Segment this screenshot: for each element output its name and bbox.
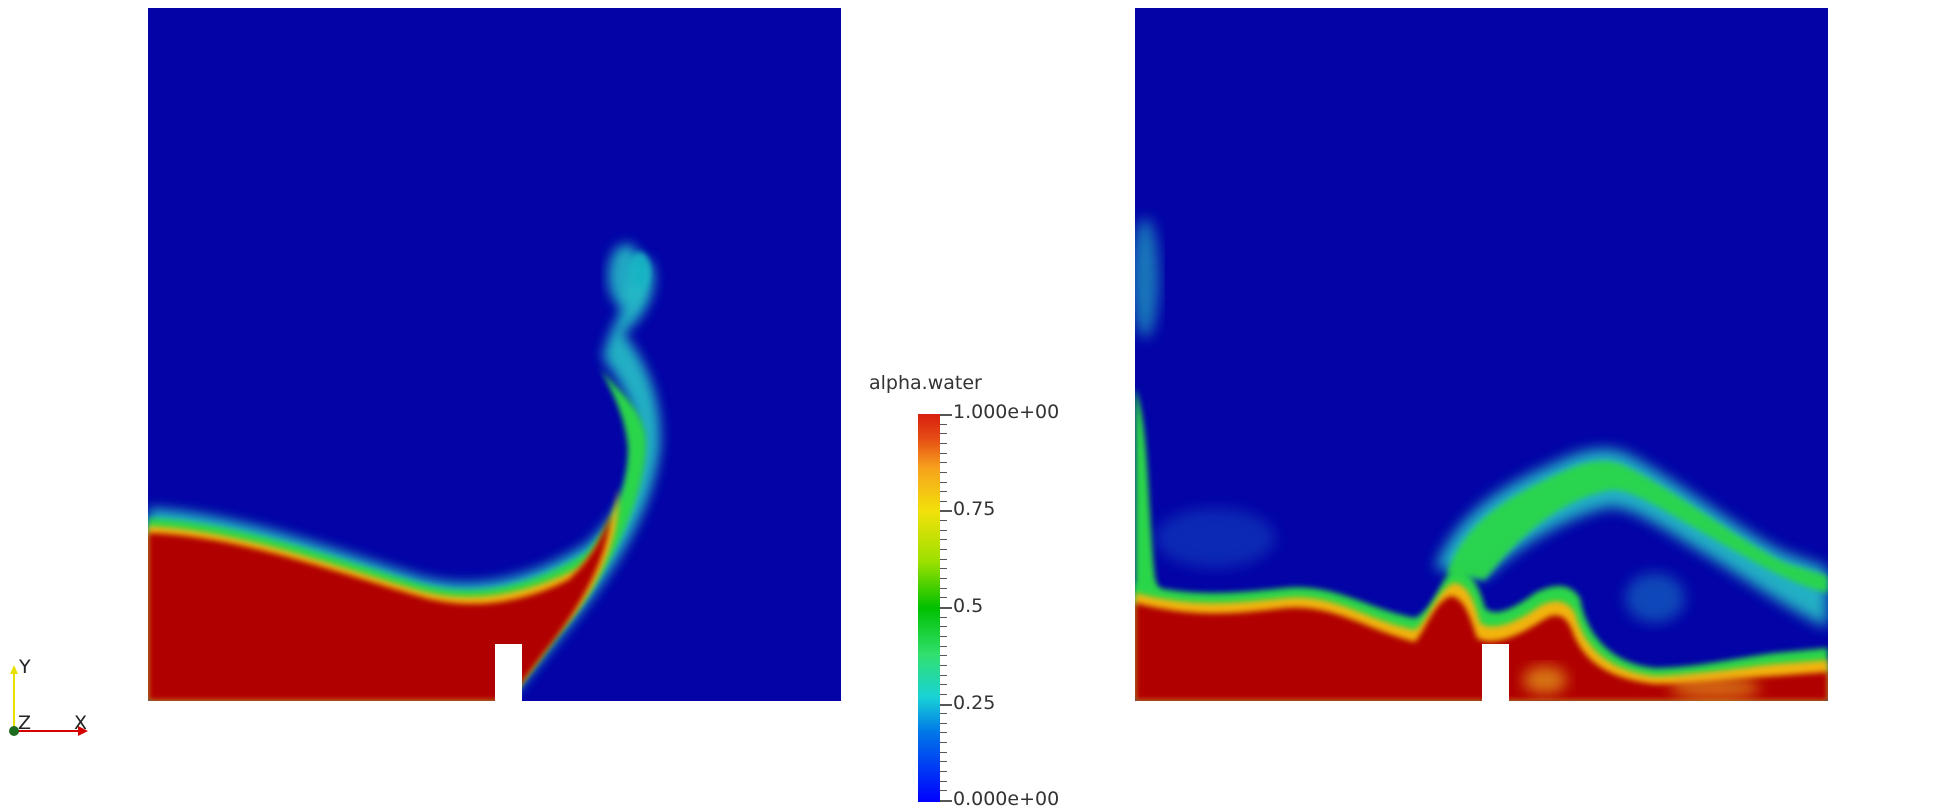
colorbar-minor-tick xyxy=(940,635,947,637)
colorbar-minor-tick xyxy=(940,664,947,666)
colorbar-minor-tick xyxy=(940,423,947,425)
colorbar-minor-tick xyxy=(940,693,947,695)
obstacle-left xyxy=(495,644,522,701)
tick-0-5 xyxy=(940,607,952,609)
colorbar-minor-tick xyxy=(940,578,947,580)
colorbar-minor-tick xyxy=(940,713,947,715)
colorbar-minor-tick xyxy=(940,645,947,647)
tick-label-0-5: 0.5 xyxy=(953,595,984,617)
tick-label-0-25: 0.25 xyxy=(953,692,996,714)
colorbar-minor-tick xyxy=(940,471,947,473)
colorbar-minor-tick xyxy=(940,491,947,493)
colorbar-minor-tick xyxy=(940,481,947,483)
colorbar-minor-tick xyxy=(940,558,947,560)
colorbar-minor-tick xyxy=(940,684,947,686)
colorbar-minor-tick xyxy=(940,587,947,589)
colorbar-minor-tick xyxy=(940,549,947,551)
render-view-right[interactable] xyxy=(1135,8,1828,701)
colorbar-minor-tick xyxy=(940,433,947,435)
colorbar-minor-tick xyxy=(940,751,947,753)
colorbar-minor-tick xyxy=(940,442,947,444)
colorbar-minor-tick xyxy=(940,529,947,531)
colorbar-minor-tick xyxy=(940,790,947,792)
colorbar-minor-tick xyxy=(940,742,947,744)
colorbar-minor-tick xyxy=(940,616,947,618)
colorbar-minor-tick xyxy=(940,539,947,541)
colorbar-minor-tick xyxy=(940,626,947,628)
colorbar-minor-tick xyxy=(940,722,947,724)
z-axis-label: Z xyxy=(18,712,31,734)
orientation-axes[interactable]: Y Z X xyxy=(6,655,96,745)
y-axis-arrow xyxy=(10,665,18,674)
render-view-left[interactable] xyxy=(148,8,841,701)
tick-label-0-75: 0.75 xyxy=(953,498,996,520)
colorbar-minor-tick xyxy=(940,568,947,570)
tick-label-max: 1.000e+00 xyxy=(953,401,1060,423)
colorbar-minor-tick xyxy=(940,732,947,734)
colorbar-minor-tick xyxy=(940,452,947,454)
alpha-water-field-right xyxy=(1135,8,1828,701)
tick-0 xyxy=(940,800,952,802)
colorbar-minor-tick xyxy=(940,520,947,522)
colorbar-minor-tick xyxy=(940,500,947,502)
tick-1 xyxy=(940,414,952,416)
tick-label-min: 0.000e+00 xyxy=(953,788,1060,810)
colorbar-minor-tick xyxy=(940,771,947,773)
colorbar-minor-tick xyxy=(940,597,947,599)
obstacle-right xyxy=(1482,644,1509,701)
colorbar-minor-tick xyxy=(940,761,947,763)
colorbar-minor-tick xyxy=(940,674,947,676)
alpha-water-field-left xyxy=(148,8,841,701)
tick-0-25 xyxy=(940,704,952,706)
x-axis-arrow xyxy=(78,726,88,736)
y-axis-label: Y xyxy=(18,656,31,678)
tick-0-75 xyxy=(940,510,952,512)
colorbar xyxy=(918,414,940,802)
legend-title: alpha.water xyxy=(869,372,982,394)
colorbar-minor-tick xyxy=(940,655,947,657)
colorbar-minor-tick xyxy=(940,780,947,782)
x-axis-label: X xyxy=(74,712,87,734)
colorbar-minor-tick xyxy=(940,462,947,464)
z-axis-dot xyxy=(9,726,19,736)
